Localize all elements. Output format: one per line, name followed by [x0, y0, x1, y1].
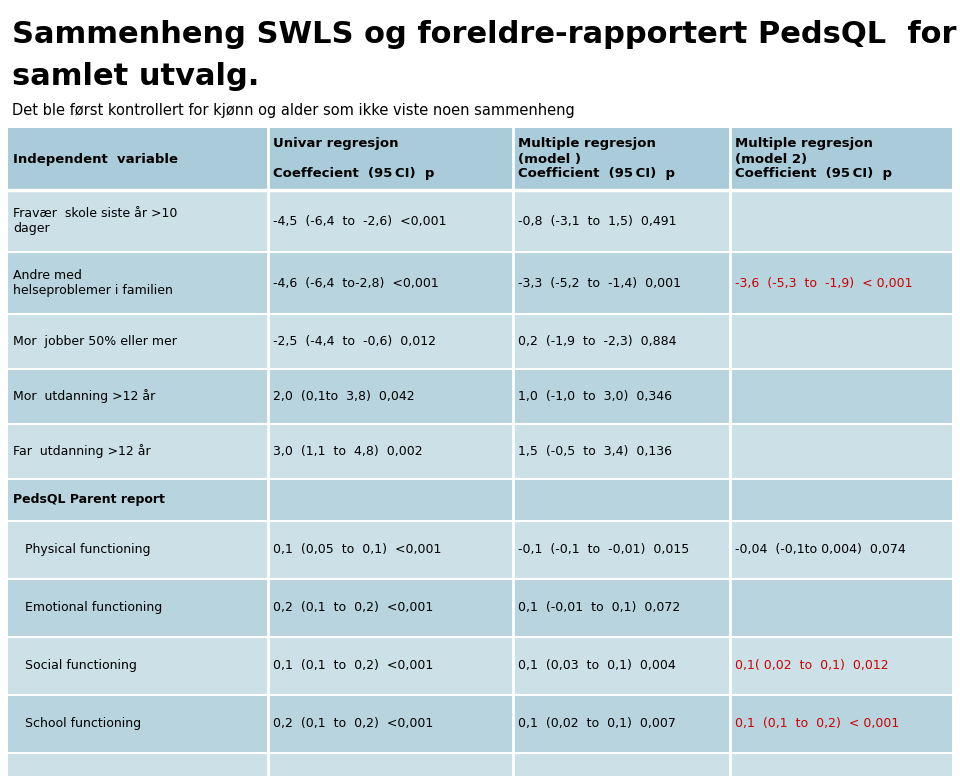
Text: Physical functioning: Physical functioning [13, 544, 151, 556]
Bar [8, 314, 952, 369]
Text: -3,3  (-5,2  to  -1,4)  0,001: -3,3 (-5,2 to -1,4) 0,001 [518, 276, 681, 289]
Text: 0,1( 0,02  to  0,1)  0,012: 0,1( 0,02 to 0,1) 0,012 [735, 660, 889, 672]
Text: 0,2  (-1,9  to  -2,3)  0,884: 0,2 (-1,9 to -2,3) 0,884 [518, 335, 677, 348]
Text: Mor  jobber 50% eller mer: Mor jobber 50% eller mer [13, 335, 177, 348]
Text: 0,1  (0,02  to  0,1)  0,007: 0,1 (0,02 to 0,1) 0,007 [518, 718, 676, 731]
Text: 0,2  (0,1  to  0,2)  <0,001: 0,2 (0,1 to 0,2) <0,001 [273, 718, 433, 731]
Text: Det ble først kontrollert for kjønn og alder som ikke viste noen sammenheng: Det ble først kontrollert for kjønn og a… [12, 103, 575, 118]
Text: Emotional functioning: Emotional functioning [13, 601, 162, 615]
Text: 1,5  (-0,5  to  3,4)  0,136: 1,5 (-0,5 to 3,4) 0,136 [518, 445, 672, 458]
Text: Andre med
helseproblemer i familien: Andre med helseproblemer i familien [13, 269, 173, 297]
Text: 0,1  (0,1  to  0,2)  < 0,001: 0,1 (0,1 to 0,2) < 0,001 [735, 718, 900, 731]
Text: Social functioning: Social functioning [13, 660, 137, 672]
Text: Multiple regresjon
(model 2)
Coefficient  (95 CI)  p: Multiple regresjon (model 2) Coefficient… [735, 137, 892, 180]
Text: -0,8  (-3,1  to  1,5)  0,491: -0,8 (-3,1 to 1,5) 0,491 [518, 215, 677, 228]
Text: -2,5  (-4,4  to  -0,6)  0,012: -2,5 (-4,4 to -0,6) 0,012 [273, 335, 436, 348]
Bar [8, 637, 952, 695]
Text: 0,1  (0,03  to  0,1)  0,004: 0,1 (0,03 to 0,1) 0,004 [518, 660, 676, 672]
Text: -0,04  (-0,1to 0,004)  0,074: -0,04 (-0,1to 0,004) 0,074 [735, 544, 906, 556]
Text: -3,6  (-5,3  to  -1,9)  < 0,001: -3,6 (-5,3 to -1,9) < 0,001 [735, 276, 913, 289]
Bar [8, 424, 952, 479]
Bar [8, 252, 952, 314]
Bar [8, 695, 952, 753]
Text: Fravær  skole siste år >10
dager: Fravær skole siste år >10 dager [13, 207, 178, 236]
Bar [8, 128, 952, 190]
Text: Univar regresjon
 
Coeffecient  (95 CI)  p: Univar regresjon Coeffecient (95 CI) p [273, 137, 434, 180]
Bar [8, 479, 952, 521]
Text: Independent  variable: Independent variable [13, 153, 178, 165]
Text: School functioning: School functioning [13, 718, 141, 731]
Bar [8, 369, 952, 424]
Text: 0,1  (0,1  to  0,2)  <0,001: 0,1 (0,1 to 0,2) <0,001 [273, 660, 433, 672]
Text: samlet utvalg.: samlet utvalg. [12, 62, 259, 91]
Text: -0,1  (-0,1  to  -0,01)  0,015: -0,1 (-0,1 to -0,01) 0,015 [518, 544, 689, 556]
Text: Far  utdanning >12 år: Far utdanning >12 år [13, 445, 151, 459]
Text: -4,6  (-6,4  to-2,8)  <0,001: -4,6 (-6,4 to-2,8) <0,001 [273, 276, 439, 289]
Text: -4,5  (-6,4  to  -2,6)  <0,001: -4,5 (-6,4 to -2,6) <0,001 [273, 215, 446, 228]
Bar [8, 190, 952, 252]
Bar [8, 579, 952, 637]
Text: 0,2  (0,1  to  0,2)  <0,001: 0,2 (0,1 to 0,2) <0,001 [273, 601, 433, 615]
Bar [8, 128, 952, 776]
Text: 0,1  (0,05  to  0,1)  <0,001: 0,1 (0,05 to 0,1) <0,001 [273, 544, 441, 556]
Text: Multiple regresjon
(model )
Coefficient  (95 CI)  p: Multiple regresjon (model ) Coefficient … [518, 137, 675, 180]
Text: 3,0  (1,1  to  4,8)  0,002: 3,0 (1,1 to 4,8) 0,002 [273, 445, 422, 458]
Text: PedsQL Parent report: PedsQL Parent report [13, 494, 165, 506]
Text: Mor  utdanning >12 år: Mor utdanning >12 år [13, 389, 156, 403]
Text: 1,0  (-1,0  to  3,0)  0,346: 1,0 (-1,0 to 3,0) 0,346 [518, 390, 672, 403]
Text: 2,0  (0,1to  3,8)  0,042: 2,0 (0,1to 3,8) 0,042 [273, 390, 414, 403]
Text: 0,1  (-0,01  to  0,1)  0,072: 0,1 (-0,01 to 0,1) 0,072 [518, 601, 681, 615]
Text: Sammenheng SWLS og foreldre-rapportert PedsQL  for: Sammenheng SWLS og foreldre-rapportert P… [12, 20, 956, 49]
Bar [8, 521, 952, 579]
